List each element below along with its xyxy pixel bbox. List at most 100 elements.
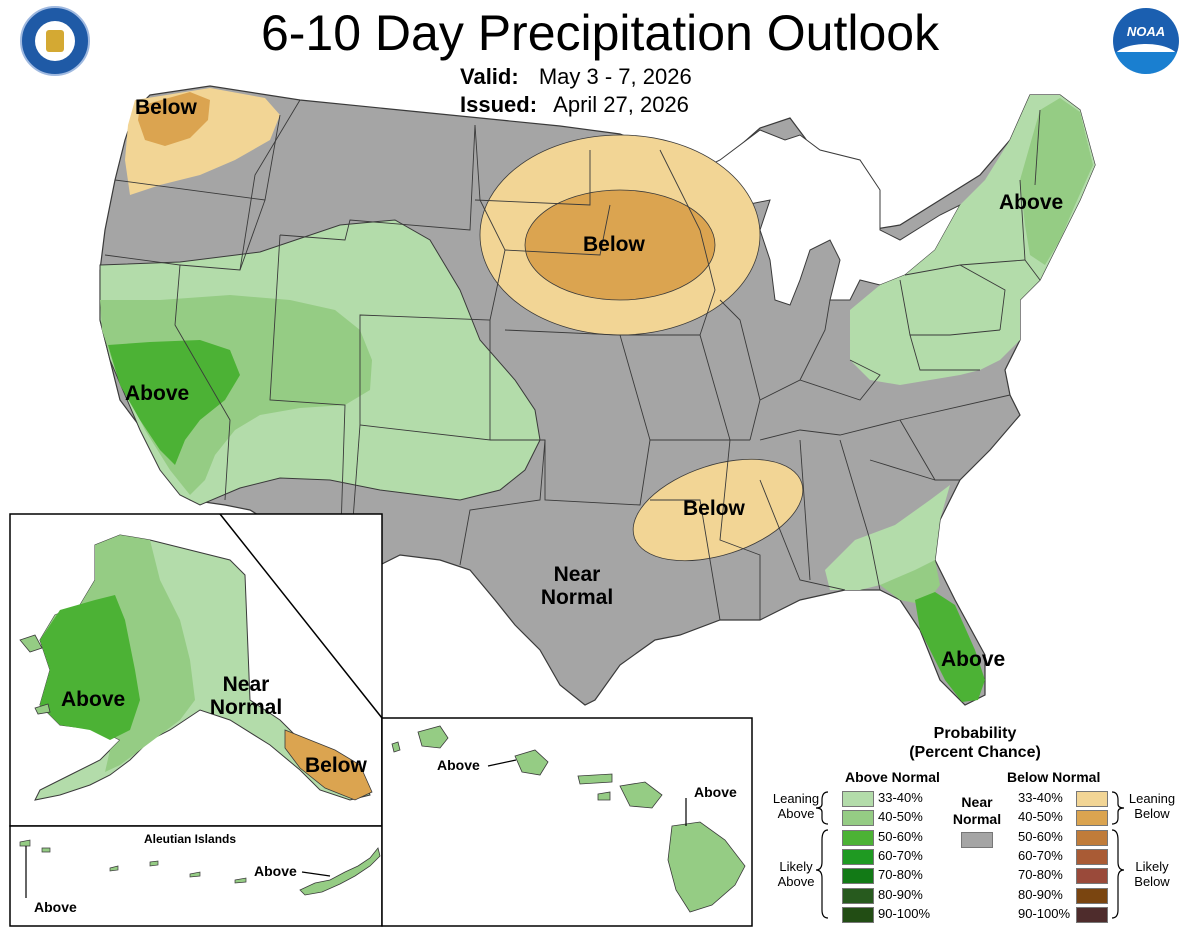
legend-above-swatch [842, 887, 874, 904]
south-below-33-40 [632, 458, 804, 562]
legend-below-range: 50-60% [1018, 828, 1063, 844]
legend-likely-above-2: Above [777, 874, 815, 889]
legend-above-range: 60-70% [878, 847, 923, 863]
legend-above-range: 40-50% [878, 809, 923, 825]
map-label-ca-above: Above [125, 382, 190, 405]
hawaii-niihau [391, 741, 401, 753]
alaska-label-near-normal: Near Normal [208, 673, 284, 719]
legend-below-range: 70-80% [1018, 867, 1063, 883]
noaa-logo-text: NOAA [1126, 24, 1166, 39]
legend-above-swatch [842, 868, 874, 885]
legend-below-range: 33-40% [1018, 790, 1063, 805]
legend-above-swatch [842, 810, 874, 827]
legend-near-1: Near [961, 794, 993, 810]
legend-above-swatch [842, 829, 874, 846]
nplains-below-40-50 [524, 189, 716, 301]
legend-likely-above-1: Likely [779, 859, 813, 874]
legend-brackets [815, 791, 1125, 919]
aleutian-label-above-right: Above [254, 863, 297, 879]
legend-leaning-above: Leaning Above [772, 791, 820, 821]
legend-above-range: 33-40% [878, 790, 923, 805]
aleutian-leader-1 [301, 871, 331, 877]
legend-likely-below-2: Below [1134, 874, 1170, 889]
legend-above-range: 80-90% [878, 886, 923, 902]
alaska-label-near-2: Normal [209, 696, 283, 719]
se-above-40-50 [880, 560, 940, 605]
aleutian-chain [299, 847, 381, 896]
legend-below-range: 60-70% [1018, 847, 1063, 863]
legend-below-swatch [1076, 829, 1108, 846]
alaska-label-near-1: Near [222, 673, 270, 696]
legend-below-range: 90-100% [1018, 905, 1071, 921]
issued-date-row: Issued: April 27, 2026 [460, 92, 689, 118]
hawaii-kauai [417, 725, 449, 749]
hawaii-molokai [577, 773, 613, 785]
legend-near-2: Normal [952, 811, 1002, 827]
legend-near-normal: Near Normal [950, 794, 1004, 828]
legend-title-1: Probability [933, 725, 1017, 742]
legend-below-range: 80-90% [1018, 886, 1063, 902]
legend-leaning-below-2: Below [1134, 806, 1170, 821]
hawaii-label-above-left: Above [437, 757, 480, 773]
map-label-near-normal-1: Near [553, 563, 601, 586]
map-label-near-normal-2: Normal [540, 586, 614, 609]
alaska-above-50-60 [40, 595, 140, 740]
legend-above-swatch [842, 906, 874, 923]
noaa-logo-icon: NOAA [1113, 8, 1179, 74]
ca-above-50-60 [108, 340, 240, 465]
hawaii-big-island [667, 821, 746, 913]
legend-leaning-above-1: Leaning [772, 791, 820, 806]
legend-below-swatch [1076, 810, 1108, 827]
legend-below-swatch [1076, 887, 1108, 904]
aleutian-islands-dots [19, 839, 247, 884]
alaska-label-below: Below [305, 754, 367, 777]
legend-below-swatch [1076, 868, 1108, 885]
aleutian-label-above-left: Above [34, 899, 77, 915]
hawaii-oahu [514, 749, 549, 776]
legend-title-2: (Percent Chance) [909, 744, 1041, 761]
hawaii-label-above-right: Above [694, 784, 737, 800]
legend-below-swatch [1076, 906, 1108, 923]
legend-title: Probability (Percent Chance) [870, 724, 1080, 762]
legend-above-swatch [842, 848, 874, 865]
hawaii-leader-1 [487, 759, 517, 767]
legend-above-range: 70-80% [878, 867, 923, 883]
legend-leaning-below-1: Leaning [1128, 791, 1176, 806]
map-label-nw-below: Below [135, 96, 197, 119]
legend-leaning-below: Leaning Below [1126, 791, 1178, 821]
issued-value: April 27, 2026 [553, 92, 689, 117]
nw-below-40-50 [138, 92, 210, 146]
alaska-islands-1 [19, 634, 51, 715]
valid-label: Valid: [460, 64, 519, 89]
alaska-below-40-50 [284, 729, 373, 801]
legend-below-swatch [1076, 791, 1108, 807]
map-label-nplains-below: Below [583, 233, 645, 256]
se-above-33-40 [825, 485, 950, 590]
page-title: 6-10 Day Precipitation Outlook [260, 5, 940, 61]
alaska-label-above: Above [61, 688, 126, 711]
hawaii-lanai [597, 791, 611, 801]
legend-near-normal-swatch [961, 832, 993, 848]
fl-above-50-60 [915, 592, 985, 702]
hawaii-maui [619, 781, 663, 809]
map-label-ne-above: Above [999, 191, 1064, 214]
legend-likely-below-1: Likely [1135, 859, 1169, 874]
legend-below-swatch [1076, 848, 1108, 865]
legend-likely-above: Likely Above [772, 859, 820, 889]
issued-label: Issued: [460, 92, 538, 117]
legend-above-range: 50-60% [878, 828, 923, 844]
legend-likely-below: Likely Below [1126, 859, 1178, 889]
legend-below-range: 40-50% [1018, 809, 1063, 825]
map-label-fl-above: Above [941, 648, 1006, 671]
state-borders [104, 99, 1041, 621]
legend-below-header: Below Normal [1007, 769, 1101, 785]
department-of-commerce-seal-icon [20, 6, 90, 76]
valid-date-row: Valid: May 3 - 7, 2026 [460, 64, 692, 90]
legend-above-header: Above Normal [845, 769, 940, 785]
legend-above-swatch [842, 791, 874, 807]
legend-leaning-above-2: Above [777, 806, 815, 821]
legend-above-range: 90-100% [878, 905, 931, 921]
aleutian-title: Aleutian Islands [144, 832, 237, 846]
map-label-south-below: Below [683, 497, 745, 520]
